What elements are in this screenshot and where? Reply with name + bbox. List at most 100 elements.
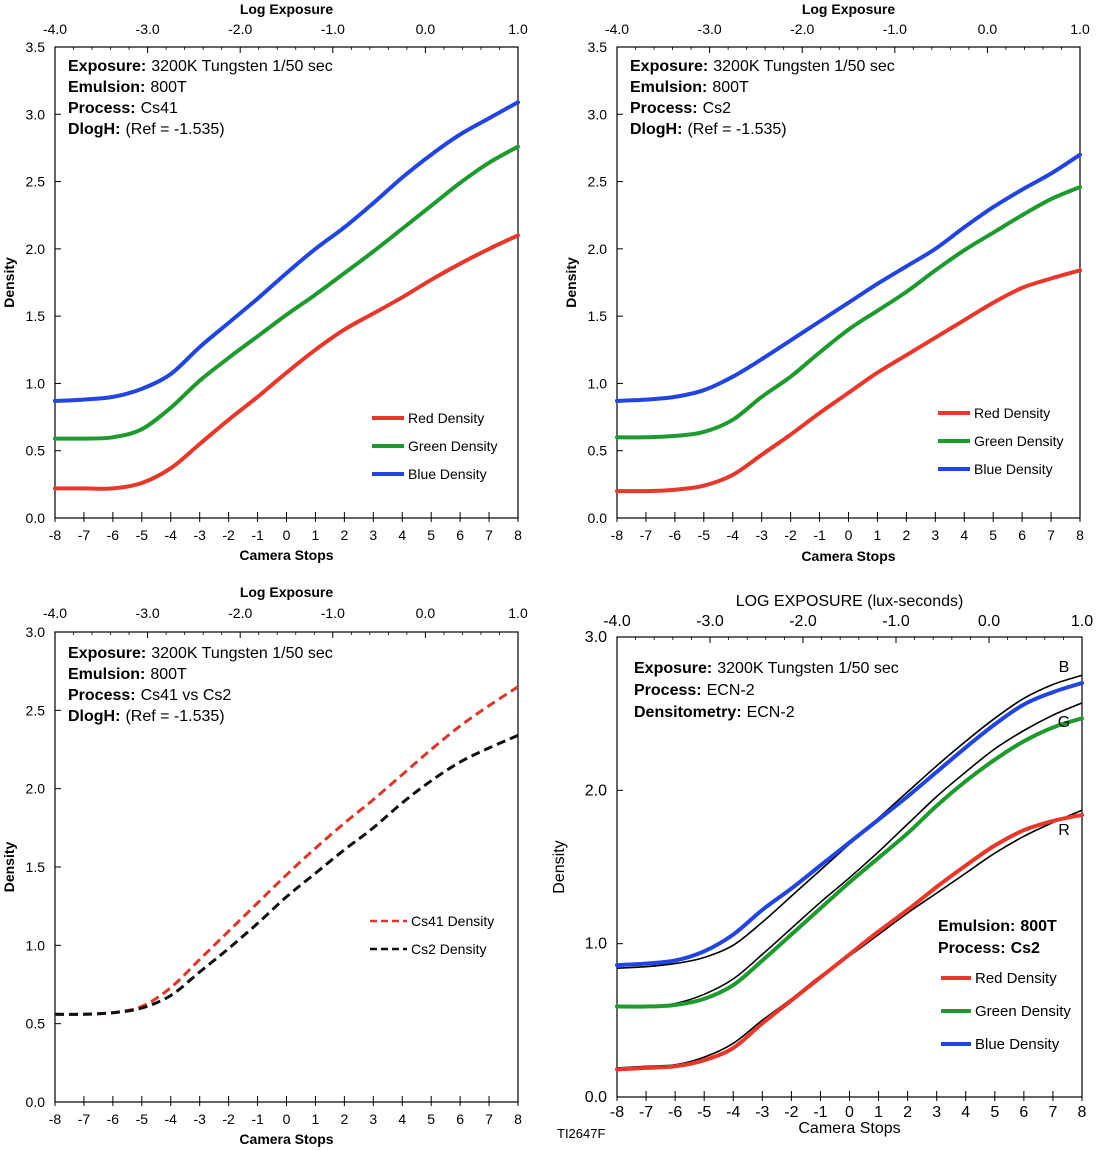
info-value: 800T — [1020, 918, 1057, 935]
series-line-green-density — [53, 144, 520, 441]
legend-label: Blue Density — [974, 461, 1053, 477]
info-line: Exposure: 3200K Tungsten 1/50 sec — [68, 58, 333, 75]
info-line: Exposure: 3200K Tungsten 1/50 sec — [68, 645, 333, 662]
info-value: (Ref = -1.535) — [125, 708, 224, 725]
reference-curve-2 — [616, 702, 1083, 1008]
info-key: Process: — [68, 100, 136, 117]
info-line: Densitometry: ECN-2 — [634, 704, 795, 721]
x-tick-label: -5 — [698, 527, 711, 543]
series-line-green-density — [615, 716, 1084, 1009]
x-tick-label: 6 — [456, 1111, 464, 1127]
x-tick-label: -3 — [755, 527, 768, 543]
top-tick-label: 0.0 — [416, 605, 436, 621]
x-tick-label: 2 — [903, 1104, 912, 1121]
x-tick-label: -8 — [49, 1111, 62, 1127]
x-tick-label: -8 — [610, 1104, 624, 1121]
legend: Cs41 Density Cs2 Density — [370, 913, 494, 957]
top-tick-label: 0.0 — [978, 613, 1000, 630]
info-line: DlogH: (Ref = -1.535) — [68, 121, 225, 138]
legend-label: Red Density — [975, 970, 1057, 987]
top-tick-label: -2.0 — [228, 605, 252, 621]
top-tick-label: 0.0 — [978, 21, 998, 37]
x-tick-label: 1 — [312, 1111, 320, 1127]
legend-label: Blue Density — [975, 1036, 1060, 1053]
y-tick-label: 0.0 — [588, 510, 608, 526]
y-tick-label: 0.0 — [26, 1094, 46, 1110]
info-line: Process: Cs41 vs Cs2 — [68, 687, 231, 704]
top-tick-label: -2.0 — [228, 21, 252, 37]
top-tick-label: 1.0 — [508, 605, 528, 621]
top-tick-label: -4.0 — [603, 613, 631, 630]
x-tick-label: 6 — [1018, 527, 1026, 543]
top-tick-label: -3.0 — [136, 605, 160, 621]
top-axis-title: Log Exposure — [240, 584, 334, 600]
legend-label: Blue Density — [408, 466, 487, 482]
info-value: 800T — [150, 666, 187, 683]
info-value: 3200K Tungsten 1/50 sec — [151, 58, 332, 75]
top-axis-title: LOG EXPOSURE (lux-seconds) — [736, 593, 964, 610]
legend: Red Density Green Density Blue Density — [938, 405, 1063, 477]
legend-label: Green Density — [974, 433, 1063, 449]
x-tick-label: 0 — [845, 527, 853, 543]
info-key: Emulsion: — [630, 79, 707, 96]
x-tick-label: -7 — [78, 527, 91, 543]
info-block: Exposure: 3200K Tungsten 1/50 sec Process:… — [634, 660, 899, 721]
top-tick-label: -3.0 — [698, 21, 722, 37]
info-value: Cs2 — [1011, 940, 1040, 957]
x-tick-label: -3 — [755, 1104, 769, 1121]
x-tick-label: -1 — [251, 1111, 264, 1127]
x-tick-label: 5 — [990, 1104, 999, 1121]
info-key: DlogH: — [68, 708, 120, 725]
y-tick-label: 1.0 — [26, 937, 46, 953]
top-tick-label: 1.0 — [508, 21, 528, 37]
x-tick-label: -1 — [813, 1104, 827, 1121]
series-line-red-density — [53, 233, 520, 491]
x-tick-label: -2 — [784, 527, 797, 543]
info-key: Emulsion: — [938, 918, 1015, 935]
x-tick-label: 5 — [427, 1111, 435, 1127]
x-tick-label: 4 — [398, 527, 406, 543]
y-tick-label: 2.5 — [588, 174, 608, 190]
y-tick-label: 0.5 — [588, 443, 608, 459]
curve-label: B — [1059, 659, 1070, 676]
top-tick-label: -3.0 — [136, 21, 160, 37]
info-line: Exposure: 3200K Tungsten 1/50 sec — [630, 58, 895, 75]
y-tick-label: 1.0 — [585, 936, 607, 953]
info-line: DlogH: (Ref = -1.535) — [630, 121, 787, 138]
x-tick-label: 4 — [961, 1104, 970, 1121]
y-tick-label: 3.5 — [26, 39, 46, 55]
x-tick-label: 2 — [340, 527, 348, 543]
x-tick-label: 3 — [931, 527, 939, 543]
top-tick-label: 1.0 — [1070, 21, 1090, 37]
x-tick-label: -8 — [49, 527, 62, 543]
x-tick-label: 4 — [960, 527, 968, 543]
info-value: ECN-2 — [747, 704, 795, 721]
x-tick-label: -7 — [78, 1111, 91, 1127]
chart-panel-1: -8 -7 -6 -5 -4 -3 -2 -1 0 1 2 3 4 5 6 7 8 -4.0 -3.0 -2.0 -1.… — [1, 1, 528, 563]
y-axis-title: Density — [563, 257, 579, 308]
top-tick-label: -1.0 — [321, 605, 345, 621]
legend-label: Cs2 Density — [411, 941, 486, 957]
x-tick-label: 4 — [398, 1111, 406, 1127]
info-key: DlogH: — [630, 121, 682, 138]
x-tick-label: -3 — [193, 527, 206, 543]
info-line: DlogH: (Ref = -1.535) — [68, 708, 225, 725]
y-axis-title: Density — [1, 257, 17, 308]
top-tick-label: 0.0 — [416, 21, 436, 37]
info-value: 3200K Tungsten 1/50 sec — [713, 58, 894, 75]
info-value: 3200K Tungsten 1/50 sec — [717, 660, 898, 677]
y-tick-label: 1.0 — [588, 375, 608, 391]
x-tick-label: 6 — [456, 527, 464, 543]
x-tick-label: -7 — [639, 1104, 653, 1121]
legend: Red Density Green Density Blue Density — [372, 410, 497, 482]
x-axis-title: Camera Stops — [239, 547, 333, 563]
x-tick-label: -4 — [165, 1111, 178, 1127]
curve-label: G — [1058, 714, 1070, 731]
x-tick-label: -6 — [669, 527, 682, 543]
x-tick-label: -6 — [107, 527, 120, 543]
info-key: Exposure: — [634, 660, 712, 677]
info-key: Emulsion: — [68, 79, 145, 96]
series-line-red-density — [615, 268, 1082, 494]
info-key: Process: — [630, 100, 698, 117]
info-key: Process: — [68, 687, 136, 704]
